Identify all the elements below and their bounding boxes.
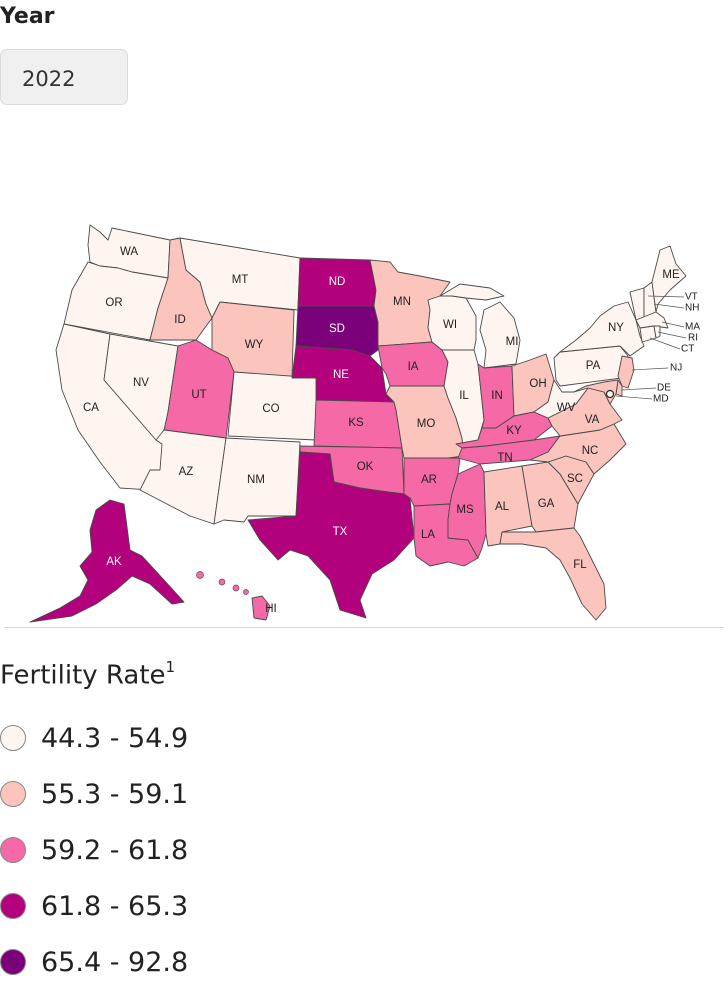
legend-title-text: Fertility Rate xyxy=(0,660,166,691)
legend-swatch-2 xyxy=(0,781,26,807)
label-ri: RI xyxy=(688,333,698,344)
legend-item-5[interactable]: 65.4 - 92.8 xyxy=(0,942,188,982)
state-nm[interactable] xyxy=(213,437,301,525)
state-mi-upper[interactable] xyxy=(439,283,505,301)
legend-item-2[interactable]: 55.3 - 59.1 xyxy=(0,774,188,814)
label-md: MD xyxy=(653,394,669,405)
state-mi[interactable] xyxy=(479,301,521,369)
legend-swatch-5 xyxy=(0,949,26,975)
state-co[interactable] xyxy=(227,371,319,441)
state-in[interactable] xyxy=(477,363,515,429)
legend-swatch-1 xyxy=(0,725,26,751)
legend-label-1: 44.3 - 54.9 xyxy=(41,722,189,754)
map-svg: WA OR CA NV ID MT WY UT AZ CO NM ND SD N… xyxy=(29,224,700,623)
map-legend-divider xyxy=(4,627,724,628)
state-ms[interactable] xyxy=(447,463,487,559)
state-ks[interactable] xyxy=(313,399,403,449)
legend-footnote-marker: 1 xyxy=(165,658,176,676)
legend-swatch-4 xyxy=(0,893,26,919)
state-nj[interactable] xyxy=(617,355,635,389)
state-md[interactable] xyxy=(573,379,619,405)
label-ct: CT xyxy=(681,344,694,355)
legend-item-1[interactable]: 44.3 - 54.9 xyxy=(0,718,188,758)
legend-item-3[interactable]: 59.2 - 61.8 xyxy=(0,830,188,870)
state-leader-lines xyxy=(615,295,687,400)
legend-label-4: 61.8 - 65.3 xyxy=(41,890,189,922)
legend-label-5: 65.4 - 92.8 xyxy=(41,946,189,978)
legend-label-2: 55.3 - 59.1 xyxy=(41,778,189,810)
hi-small-islands xyxy=(196,571,249,595)
label-vt: VT xyxy=(685,292,698,303)
legend-item-4[interactable]: 61.8 - 65.3 xyxy=(0,886,188,926)
legend-swatch-3 xyxy=(0,837,26,863)
state-tx[interactable] xyxy=(247,451,415,619)
state-hi[interactable] xyxy=(251,595,271,621)
year-filter-label: Year xyxy=(0,4,55,29)
dc-marker xyxy=(605,389,615,399)
state-nd[interactable] xyxy=(297,257,377,307)
us-choropleth-map: WA OR CA NV ID MT WY UT AZ CO NM ND SD N… xyxy=(0,200,728,630)
legend-title: Fertility Rate1 xyxy=(0,658,176,691)
state-ak[interactable] xyxy=(29,499,185,623)
state-nc[interactable] xyxy=(529,423,627,475)
state-fl[interactable] xyxy=(499,527,607,621)
label-de: DE xyxy=(657,383,671,394)
label-nh: NH xyxy=(685,303,699,314)
label-ma: MA xyxy=(685,322,700,333)
legend-label-3: 59.2 - 61.8 xyxy=(41,834,189,866)
state-me[interactable] xyxy=(651,245,687,313)
state-ri[interactable] xyxy=(653,325,661,339)
state-ia[interactable] xyxy=(377,341,449,387)
year-select[interactable]: 2022 xyxy=(0,49,128,105)
state-wi[interactable] xyxy=(427,295,477,351)
label-nj: NJ xyxy=(670,363,682,374)
state-ny[interactable] xyxy=(559,301,645,357)
